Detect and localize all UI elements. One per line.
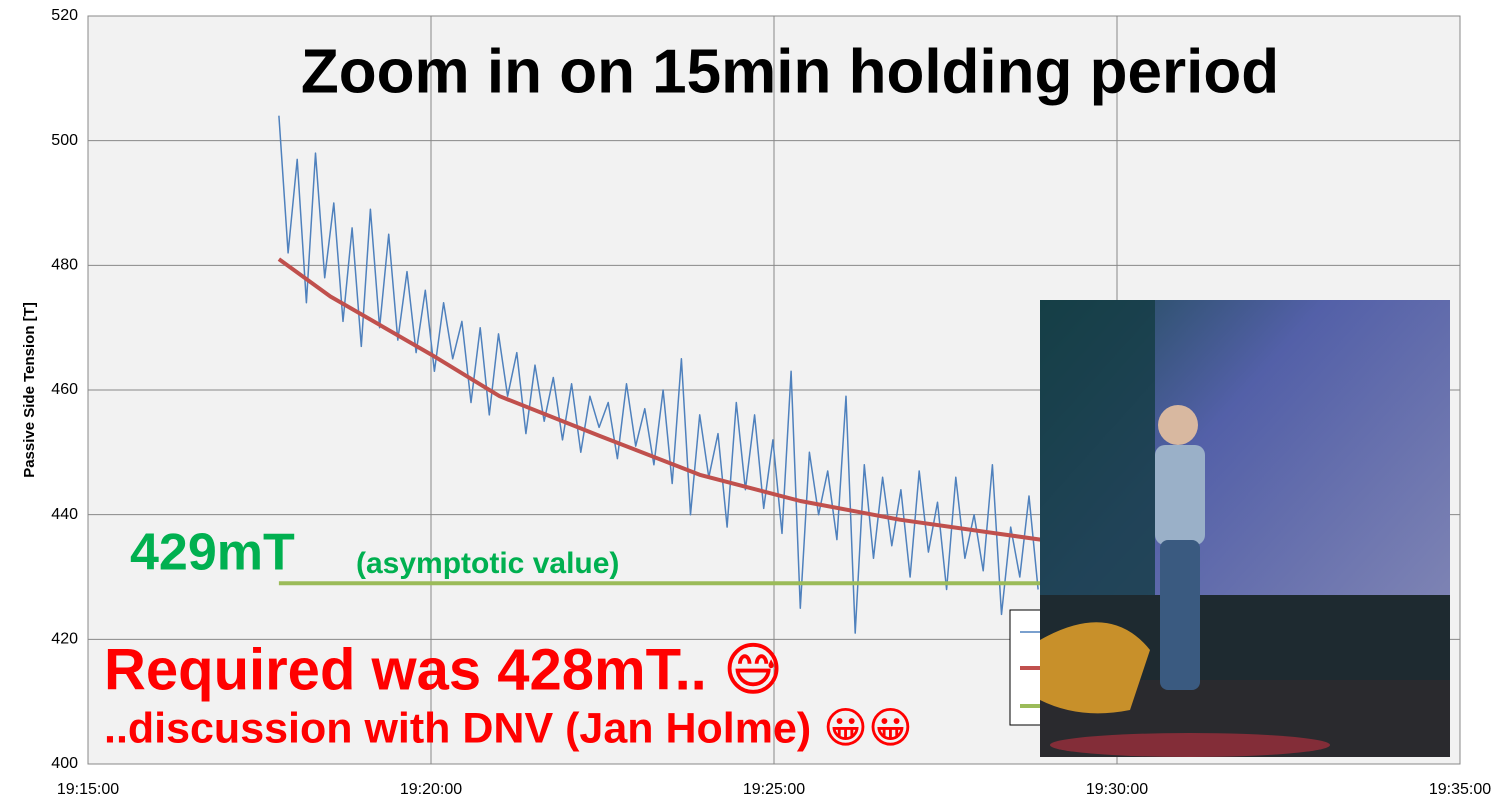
annotation: 429mT xyxy=(130,524,295,582)
video-overlay xyxy=(1040,300,1450,757)
annotation: ..discussion with DNV (Jan Holme) 😀😀 xyxy=(104,704,913,752)
x-tick-label: 19:20:00 xyxy=(400,781,462,798)
page: Zoom in on 15min holding period Passive … xyxy=(0,0,1500,800)
x-tick-label: 19:15:00 xyxy=(57,781,119,798)
y-tick-label: 400 xyxy=(51,755,78,772)
y-tick-label: 460 xyxy=(51,381,78,398)
y-axis-label: Passive Side Tension [T] xyxy=(21,302,38,478)
y-tick-label: 420 xyxy=(51,631,78,648)
annotation: Required was 428mT.. 😅 xyxy=(104,637,783,702)
x-tick-label: 19:25:00 xyxy=(743,781,805,798)
chart-title: Zoom in on 15min holding period xyxy=(301,37,1279,106)
x-tick-label: 19:30:00 xyxy=(1086,781,1148,798)
chart: Zoom in on 15min holding period Passive … xyxy=(0,0,1500,800)
y-tick-label: 520 xyxy=(51,7,78,24)
annotation: (asymptotic value) xyxy=(356,547,619,580)
y-tick-label: 440 xyxy=(51,506,78,523)
y-tick-label: 480 xyxy=(51,257,78,274)
x-tick-label: 19:35:00 xyxy=(1429,781,1491,798)
y-tick-label: 500 xyxy=(51,132,78,149)
